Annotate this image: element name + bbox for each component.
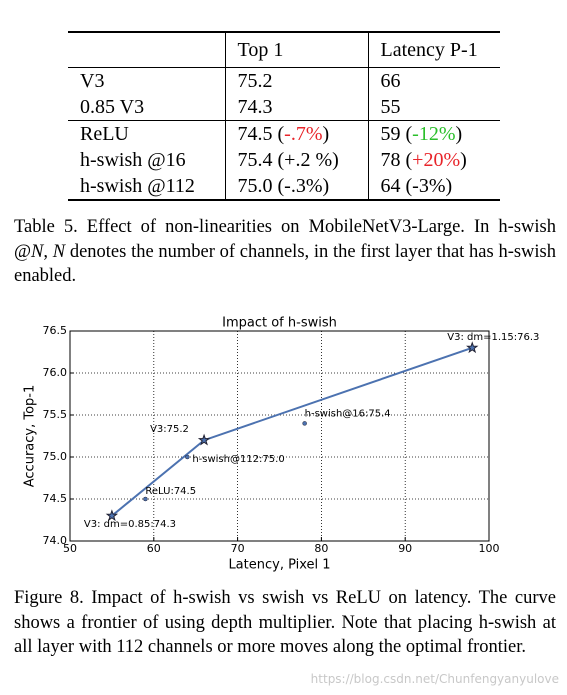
text-segment: ) [455,123,463,145]
watermark: https://blog.csdn.net/Chunfengyanyulove [310,672,559,686]
text-segment: , [43,241,53,262]
text-segment: denotes the number of channels, in the f… [14,241,557,287]
text-segment: 75.4 (+.2 %) [237,149,339,171]
header-cell: Latency P-1 [367,32,500,68]
x-tick-label: 80 [314,542,328,555]
header-row: Top 1 Latency P-1 [68,32,500,68]
row-label: V3 [80,70,105,92]
text-segment: 78 ( [380,149,413,171]
text-segment: +20% [412,149,461,171]
table-cell: 66 [367,67,500,94]
table-cell: 59 (-12%) [367,120,500,147]
y-tick-label: 76.5 [43,324,68,337]
plot-frame [69,330,490,542]
text-segment: 59 ( [380,123,413,145]
table-cell: 55 [367,94,500,121]
figure-caption: Figure 8. Impact of h-swish vs swish vs … [14,588,556,657]
point-marker [185,454,190,460]
text-segment: Table 5. Effect of non-linearities on Mo… [14,217,556,262]
table-caption: Table 5. Effect of non-linearities on Mo… [14,215,556,289]
chart: Impact of h-swish 50 60 70 80 90 100 74.0 74.5 75… [23,316,540,573]
x-tick-label: 100 [479,542,500,555]
table-cell: 74.3 [224,94,368,121]
x-axis-label: Latency, Pixel 1 [228,558,330,573]
table-cell: 74.5 (-.7%) [224,120,368,147]
y-tick-label: 75.5 [43,408,68,421]
table-row: ReLU 74.5 (-.7%) 59 (-12%) [68,120,500,147]
x-tick-label: 90 [398,542,412,555]
text-segment: 64 (-3%) [380,175,453,197]
x-tick-label: 70 [231,542,245,555]
star-marker [105,509,119,522]
text-segment: 74.5 ( [237,123,285,145]
text-segment: N [52,241,66,262]
y-axis-label: Accuracy, Top-1 [23,385,38,488]
results-table: Top 1 Latency P-1 V3 75.2 66 0.85 V3 74.3 55 R… [68,31,500,201]
table-row: V3 75.2 66 [68,67,500,94]
text-segment: 66 [380,70,401,92]
table-cell: 75.4 (+.2 %) [224,147,368,173]
chart-title: Impact of h-swish [222,316,337,331]
x-tick-label: 50 [63,542,77,555]
y-tick-label: 74.0 [43,534,68,547]
point-label: h-swish@16:75.4 [305,408,391,419]
point-marker [302,421,307,426]
text-segment: -12% [412,123,456,145]
point-marker [143,496,148,502]
text-segment: N [31,241,44,262]
row-label: h-swish @112 [80,175,195,197]
table-row: h-swish @112 75.0 (-.3%) 64 (-3%) [68,173,500,200]
text-segment: 74.3 [237,96,273,118]
text-segment: 55 [380,96,401,118]
text-segment: 75.0 (-.3%) [237,175,330,197]
y-tick-label: 74.5 [43,492,68,505]
point-label: h-swish@112:75.0 [192,454,284,465]
point-label: V3: dm=1.15:76.3 [447,332,539,343]
text-segment: ) [460,149,467,171]
table-cell: 78 (+20%) [367,147,500,173]
table-row: 0.85 V3 74.3 55 [68,94,500,121]
table-cell: 75.2 [224,67,368,94]
row-label: 0.85 V3 [80,96,145,118]
text-segment: 75.2 [237,70,273,92]
point-label: ReLU:74.5 [145,486,196,497]
x-tick-label: 60 [147,542,161,555]
row-label: h-swish @16 [80,149,186,171]
text-segment: -.7% [284,123,323,145]
header-cell [68,32,225,68]
y-tick-label: 76.0 [43,366,68,379]
text-segment: ) [322,123,330,145]
star-marker [197,433,211,446]
point-label: V3: dm=0.85:74.3 [84,519,176,530]
row-label: ReLU [68,120,225,147]
table-cell: 64 (-3%) [367,173,500,200]
star-marker [466,341,479,354]
point-label: V3:75.2 [150,424,189,435]
table-cell: 75.0 (-.3%) [224,173,368,200]
header-cell: Top 1 [224,32,368,68]
y-tick-label: 75.0 [43,450,68,463]
table-row: h-swish @16 75.4 (+.2 %) 78 (+20%) [68,147,500,173]
